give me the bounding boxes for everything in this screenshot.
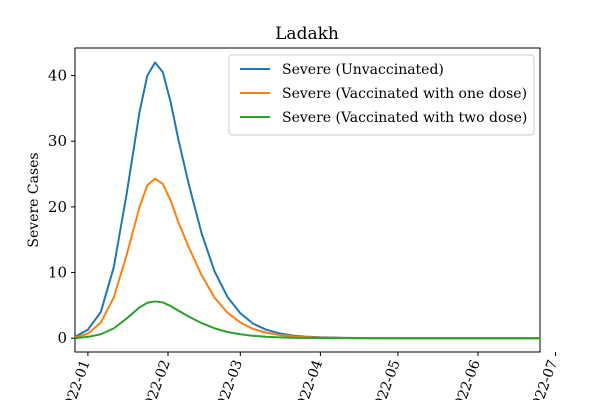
- chart-title: Ladakh: [275, 24, 339, 44]
- x-tick-label: 2022-01: [59, 358, 94, 400]
- y-tick-label: 10: [48, 264, 67, 282]
- x-tick-label: 2022-06: [449, 358, 484, 400]
- y-tick-label: 30: [48, 132, 67, 150]
- legend-frame: [228, 54, 535, 136]
- legend-label: Severe (Vaccinated with two dose): [282, 110, 527, 126]
- x-tick-label: 2022-04: [291, 358, 326, 400]
- y-tick-label: 40: [48, 67, 67, 85]
- x-tick-label: 2022-07: [526, 358, 561, 400]
- x-tick-label: 2022-05: [369, 358, 404, 400]
- x-tick-label: 2022-02: [139, 358, 174, 400]
- series-lines: [74, 61, 541, 340]
- y-tick-label: 0: [57, 329, 67, 347]
- x-tick-label: 2022-03: [211, 358, 246, 400]
- y-axis-label: Severe Cases: [26, 152, 42, 247]
- legend: Severe (Unvaccinated) Severe (Vaccinated …: [228, 54, 535, 136]
- y-tick-label: 20: [48, 198, 67, 216]
- x-axis: 2022-01 2022-02 2022-03 2022-04 2022-05 2022-…: [59, 352, 561, 400]
- series-line-3: [74, 300, 541, 340]
- legend-label: Severe (Vaccinated with one dose): [282, 86, 527, 102]
- y-axis: 0 10 20 30 40: [48, 67, 75, 347]
- legend-label: Severe (Unvaccinated): [282, 62, 444, 78]
